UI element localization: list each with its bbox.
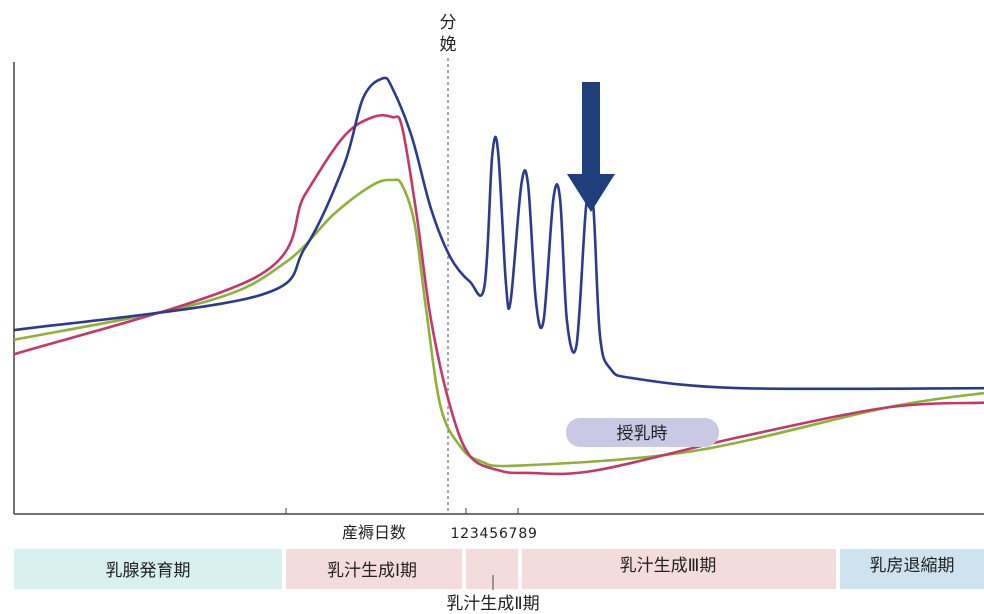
x-tick-label: 2 — [460, 526, 469, 542]
down-arrow-icon — [567, 82, 615, 212]
phase-band-lactogenesis-3 — [522, 549, 836, 589]
series-line-blue — [13, 76, 984, 391]
phase-band-lactogenesis-2 — [466, 549, 518, 589]
series-line-red — [13, 113, 984, 476]
phase-label-mammogenesis: 乳腺発育期 — [106, 561, 191, 581]
x-tick-label: 6 — [499, 526, 508, 542]
x-tick-label: 5 — [489, 526, 498, 542]
phase-bands: 乳腺発育期 乳汁生成Ⅰ期 乳汁生成Ⅲ期 乳房退縮期 乳汁生成Ⅱ期 — [14, 549, 984, 614]
x-tick-label: 3 — [470, 526, 479, 542]
x-tick-label: 7 — [509, 526, 518, 542]
phase-label-involution: 乳房退縮期 — [870, 556, 955, 576]
x-axis-label: 産褥日数 — [342, 523, 406, 542]
phase-band-mammogenesis — [14, 549, 282, 589]
x-tick-label: 9 — [528, 526, 537, 542]
series-layer — [13, 76, 984, 476]
x-tick-label: 8 — [518, 526, 527, 542]
series-line-green — [13, 178, 984, 468]
feeding-label: 授乳時 — [617, 424, 668, 444]
x-tick-label: 1 — [450, 526, 459, 542]
feeding-label-pill — [566, 418, 719, 447]
birth-marker-label-1: 分 — [440, 13, 457, 33]
phase-band-involution — [840, 549, 984, 589]
x-tick-label: 4 — [480, 526, 489, 542]
phase-label-lactogenesis-3: 乳汁生成Ⅲ期 — [620, 556, 717, 576]
phase-label-lactogenesis-2: 乳汁生成Ⅱ期 — [446, 594, 539, 614]
birth-marker-label-2: 娩 — [440, 35, 457, 55]
phase-band-lactogenesis-1 — [286, 549, 462, 589]
phase-label-lactogenesis-1: 乳汁生成Ⅰ期 — [327, 561, 417, 581]
